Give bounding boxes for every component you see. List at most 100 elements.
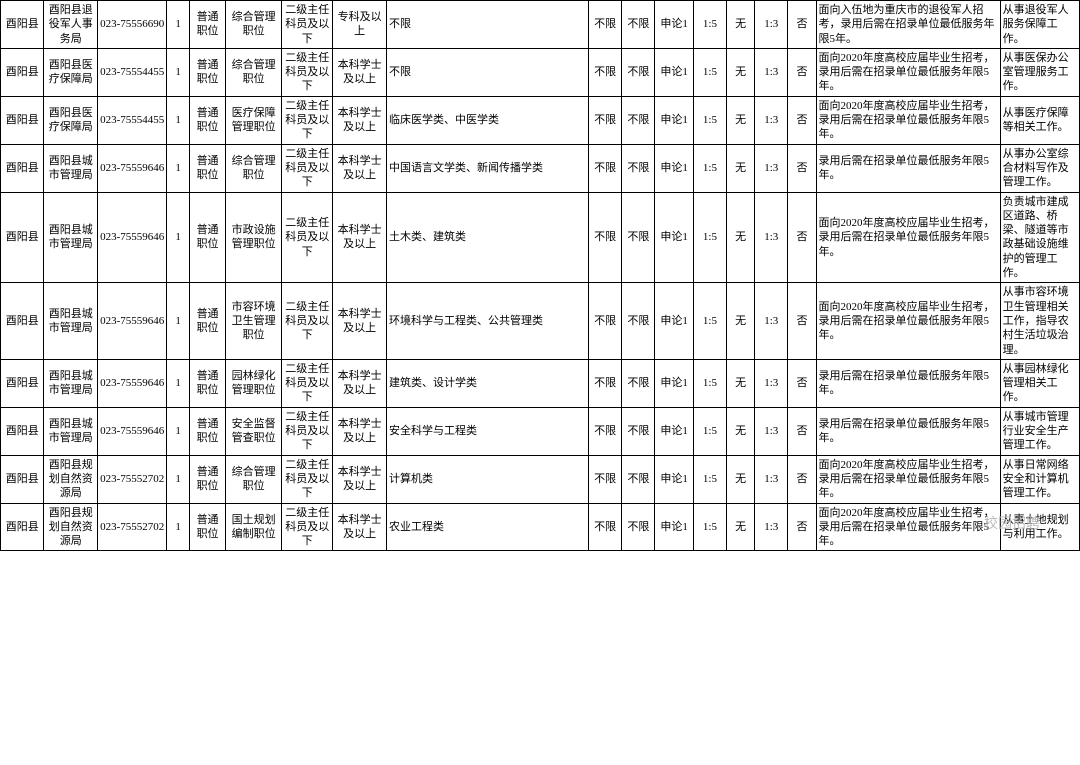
cell-phone: 023-75559646: [98, 407, 167, 455]
cell-lim: 不限: [589, 1, 622, 49]
cell-region: 酉阳县: [1, 96, 44, 144]
cell-skill: 无: [727, 144, 755, 192]
cell-exam: 申论1: [655, 407, 693, 455]
table-row: 酉阳县酉阳县城市管理局023-755596461普通职位市政设施管理职位二级主任…: [1, 192, 1080, 283]
cell-exam: 申论1: [655, 455, 693, 503]
cell-count: 1: [167, 283, 190, 359]
cell-dept: 酉阳县医疗保障局: [44, 48, 98, 96]
cell-r1: 1:5: [693, 407, 726, 455]
cell-note: 面向2020年度高校应届毕业生招考，录用后需在招录单位最低服务年限5年。: [816, 96, 1000, 144]
cell-level: 二级主任科员及以下: [282, 359, 333, 407]
cell-r2: 1:3: [755, 283, 788, 359]
cell-r2: 1:3: [755, 48, 788, 96]
cell-skill: 无: [727, 48, 755, 96]
cell-major: 建筑类、设计学类: [387, 359, 589, 407]
cell-dept: 酉阳县城市管理局: [44, 283, 98, 359]
cell-r1: 1:5: [693, 1, 726, 49]
cell-major: 不限: [387, 1, 589, 49]
cell-type: 普通职位: [190, 48, 226, 96]
cell-duty: 从事土地规划与利用工作。: [1000, 503, 1079, 551]
cell-lim: 不限: [589, 359, 622, 407]
cell-lim2: 不限: [622, 455, 655, 503]
table-row: 酉阳县酉阳县规划自然资源局023-755527021普通职位国土规划编制职位二级…: [1, 503, 1080, 551]
cell-duty: 从事医疗保障等相关工作。: [1000, 96, 1079, 144]
cell-lim2: 不限: [622, 503, 655, 551]
cell-lim: 不限: [589, 96, 622, 144]
cell-yn: 否: [788, 455, 816, 503]
cell-count: 1: [167, 503, 190, 551]
cell-count: 1: [167, 455, 190, 503]
cell-lim: 不限: [589, 503, 622, 551]
cell-dept: 酉阳县规划自然资源局: [44, 503, 98, 551]
cell-r1: 1:5: [693, 48, 726, 96]
cell-pos: 市容环境卫生管理职位: [225, 283, 281, 359]
cell-lim: 不限: [589, 455, 622, 503]
cell-count: 1: [167, 96, 190, 144]
cell-edu: 本科学士及以上: [333, 144, 387, 192]
cell-edu: 本科学士及以上: [333, 359, 387, 407]
cell-r2: 1:3: [755, 455, 788, 503]
cell-r1: 1:5: [693, 283, 726, 359]
cell-edu: 本科学士及以上: [333, 96, 387, 144]
cell-type: 普通职位: [190, 455, 226, 503]
cell-r2: 1:3: [755, 503, 788, 551]
table-row: 酉阳县酉阳县退役军人事务局023-755566901普通职位综合管理职位二级主任…: [1, 1, 1080, 49]
cell-yn: 否: [788, 503, 816, 551]
cell-phone: 023-75552702: [98, 503, 167, 551]
cell-pos: 国土规划编制职位: [225, 503, 281, 551]
cell-exam: 申论1: [655, 283, 693, 359]
cell-region: 酉阳县: [1, 503, 44, 551]
table-row: 酉阳县酉阳县医疗保障局023-755544551普通职位综合管理职位二级主任科员…: [1, 48, 1080, 96]
cell-r1: 1:5: [693, 144, 726, 192]
cell-yn: 否: [788, 192, 816, 283]
cell-major: 农业工程类: [387, 503, 589, 551]
table-row: 酉阳县酉阳县规划自然资源局023-755527021普通职位综合管理职位二级主任…: [1, 455, 1080, 503]
cell-count: 1: [167, 407, 190, 455]
cell-type: 普通职位: [190, 96, 226, 144]
cell-duty: 从事日常网络安全和计算机管理工作。: [1000, 455, 1079, 503]
cell-count: 1: [167, 1, 190, 49]
cell-level: 二级主任科员及以下: [282, 192, 333, 283]
cell-r2: 1:3: [755, 407, 788, 455]
cell-exam: 申论1: [655, 48, 693, 96]
recruitment-table: 酉阳县酉阳县退役军人事务局023-755566901普通职位综合管理职位二级主任…: [0, 0, 1080, 551]
cell-exam: 申论1: [655, 96, 693, 144]
cell-lim2: 不限: [622, 192, 655, 283]
cell-exam: 申论1: [655, 359, 693, 407]
cell-level: 二级主任科员及以下: [282, 96, 333, 144]
cell-phone: 023-75554455: [98, 96, 167, 144]
cell-lim: 不限: [589, 283, 622, 359]
cell-exam: 申论1: [655, 503, 693, 551]
cell-region: 酉阳县: [1, 283, 44, 359]
cell-skill: 无: [727, 359, 755, 407]
cell-yn: 否: [788, 48, 816, 96]
cell-major: 中国语言文学类、新闻传播学类: [387, 144, 589, 192]
cell-phone: 023-75559646: [98, 192, 167, 283]
cell-region: 酉阳县: [1, 144, 44, 192]
cell-count: 1: [167, 144, 190, 192]
table-row: 酉阳县酉阳县城市管理局023-755596461普通职位安全监督管查职位二级主任…: [1, 407, 1080, 455]
cell-type: 普通职位: [190, 407, 226, 455]
cell-r1: 1:5: [693, 192, 726, 283]
cell-r2: 1:3: [755, 1, 788, 49]
cell-lim: 不限: [589, 48, 622, 96]
cell-note: 录用后需在招录单位最低服务年限5年。: [816, 359, 1000, 407]
cell-lim2: 不限: [622, 283, 655, 359]
cell-level: 二级主任科员及以下: [282, 1, 333, 49]
cell-lim2: 不限: [622, 48, 655, 96]
cell-edu: 本科学士及以上: [333, 407, 387, 455]
cell-pos: 市政设施管理职位: [225, 192, 281, 283]
cell-dept: 酉阳县退役军人事务局: [44, 1, 98, 49]
cell-edu: 本科学士及以上: [333, 48, 387, 96]
cell-yn: 否: [788, 144, 816, 192]
cell-yn: 否: [788, 283, 816, 359]
cell-level: 二级主任科员及以下: [282, 48, 333, 96]
cell-lim2: 不限: [622, 1, 655, 49]
cell-major: 土木类、建筑类: [387, 192, 589, 283]
cell-phone: 023-75559646: [98, 359, 167, 407]
cell-duty: 从事园林绿化管理相关工作。: [1000, 359, 1079, 407]
cell-duty: 从事退役军人服务保障工作。: [1000, 1, 1079, 49]
cell-edu: 本科学士及以上: [333, 283, 387, 359]
cell-lim2: 不限: [622, 359, 655, 407]
cell-r1: 1:5: [693, 96, 726, 144]
